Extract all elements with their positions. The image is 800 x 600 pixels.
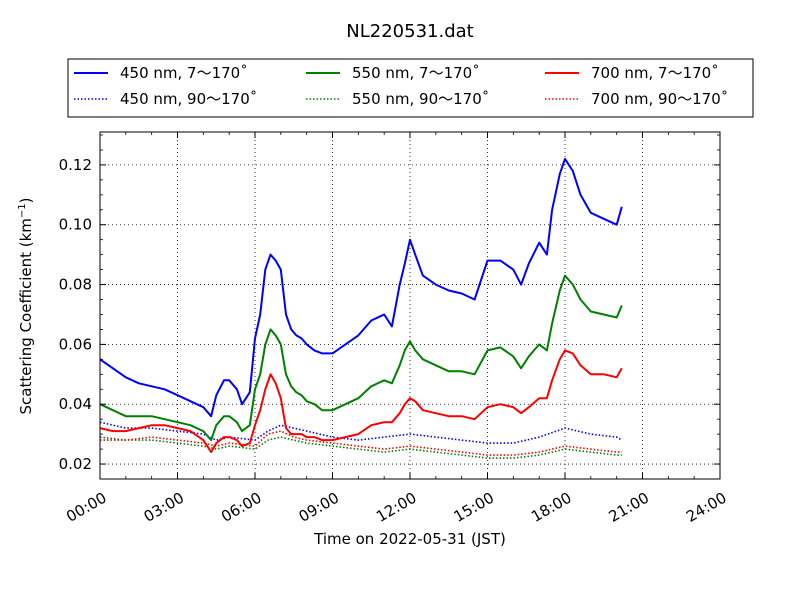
- axis-ticks: 00:00 03:00 06:00 09:00 12:00 15:00 18:00 21:00…: [59, 132, 730, 526]
- series-line-0: [99, 157, 623, 418]
- legend-label-5: 700 nm, 90～170˚: [591, 90, 728, 108]
- series-line-4: [99, 349, 623, 454]
- legend-label-4: 700 nm, 7～170˚: [591, 64, 719, 82]
- x-tick-label: 09:00: [296, 489, 342, 526]
- y-tick-label: 0.02: [59, 455, 92, 473]
- x-tick-label: 03:00: [141, 489, 187, 526]
- series-line-1: [99, 421, 623, 444]
- y-tick-label: 0.10: [59, 216, 92, 234]
- x-tick-label: 12:00: [373, 489, 419, 526]
- series-line-5: [100, 430, 622, 456]
- y-axis-label: Scattering Coefficient (km−1): [17, 197, 35, 414]
- y-tick-label: 0.04: [59, 395, 92, 413]
- y-tick-label: 0.12: [59, 156, 92, 174]
- legend-label-2: 550 nm, 7～170˚: [352, 64, 480, 82]
- series-line-2: [99, 274, 623, 442]
- x-tick-label: 15:00: [451, 489, 497, 526]
- x-axis-label: Time on 2022-05-31 (JST): [313, 530, 506, 548]
- legend-label-3: 550 nm, 90～170˚: [352, 90, 489, 108]
- legend-label-1: 450 nm, 90～170˚: [120, 90, 257, 108]
- series-layer: [99, 157, 623, 459]
- series-line-3: [99, 436, 622, 459]
- x-tick-label: 00:00: [63, 489, 109, 526]
- x-tick-label: 06:00: [218, 489, 264, 526]
- chart-title: NL220531.dat: [346, 21, 473, 42]
- legend-box: [67, 58, 754, 118]
- y-tick-label: 0.08: [59, 276, 92, 294]
- y-tick-label: 0.06: [59, 335, 92, 353]
- x-tick-label: 21:00: [606, 489, 652, 526]
- x-tick-label: 24:00: [683, 489, 729, 526]
- legend-label-0: 450 nm, 7～170˚: [120, 64, 248, 82]
- legend: 450 nm, 7～170˚ 450 nm, 90～170˚ 550 nm, 7～1…: [67, 58, 754, 118]
- x-tick-label: 18:00: [528, 489, 574, 526]
